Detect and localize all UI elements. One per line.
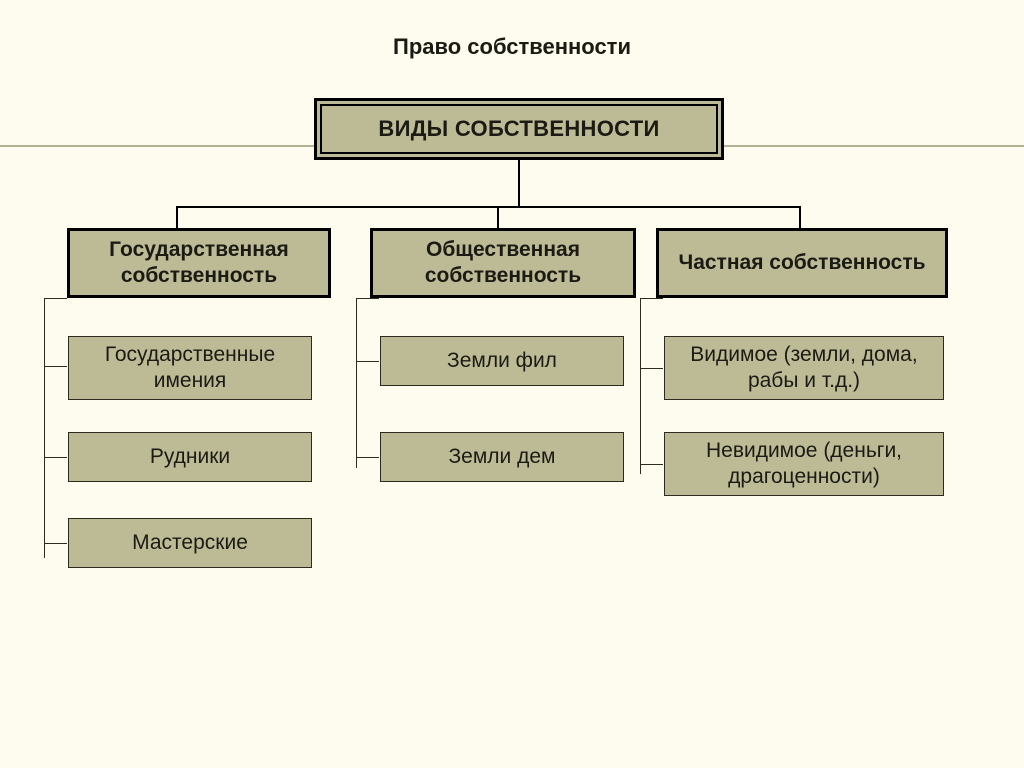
item-node: Рудники (68, 432, 312, 482)
category-label: Государственная собственность (78, 237, 320, 290)
category-node-state: Государственная собственность (67, 228, 331, 298)
column-bracket (640, 298, 641, 474)
item-label: Земли дем (449, 444, 556, 470)
item-node: Земли фил (380, 336, 624, 386)
connector-trunk (518, 160, 520, 206)
category-label: Частная собственность (678, 250, 925, 276)
column-bracket (356, 298, 357, 468)
item-label: Невидимое (деньги, драгоценности) (673, 438, 935, 491)
item-label: Государственные имения (77, 342, 303, 395)
category-node-public: Общественная собственность (370, 228, 636, 298)
connector-hbar (176, 206, 799, 208)
item-label: Видимое (земли, дома, рабы и т.д.) (673, 342, 935, 395)
connector-drop (176, 206, 178, 228)
column-bracket (44, 298, 45, 558)
item-label: Мастерские (132, 530, 248, 556)
root-node: ВИДЫ СОБСТВЕННОСТИ (314, 98, 724, 160)
item-node: Государственные имения (68, 336, 312, 400)
item-label: Земли фил (447, 348, 557, 374)
connector-drop (497, 206, 499, 228)
item-node: Видимое (земли, дома, рабы и т.д.) (664, 336, 944, 400)
item-node: Мастерские (68, 518, 312, 568)
connector-drop (799, 206, 801, 228)
item-label: Рудники (150, 444, 230, 470)
item-node: Невидимое (деньги, драгоценности) (664, 432, 944, 496)
root-node-label: ВИДЫ СОБСТВЕННОСТИ (378, 115, 659, 143)
item-node: Земли дем (380, 432, 624, 482)
page-title: Право собственности (364, 34, 660, 64)
category-node-private: Частная собственность (656, 228, 948, 298)
category-label: Общественная собственность (381, 237, 625, 290)
